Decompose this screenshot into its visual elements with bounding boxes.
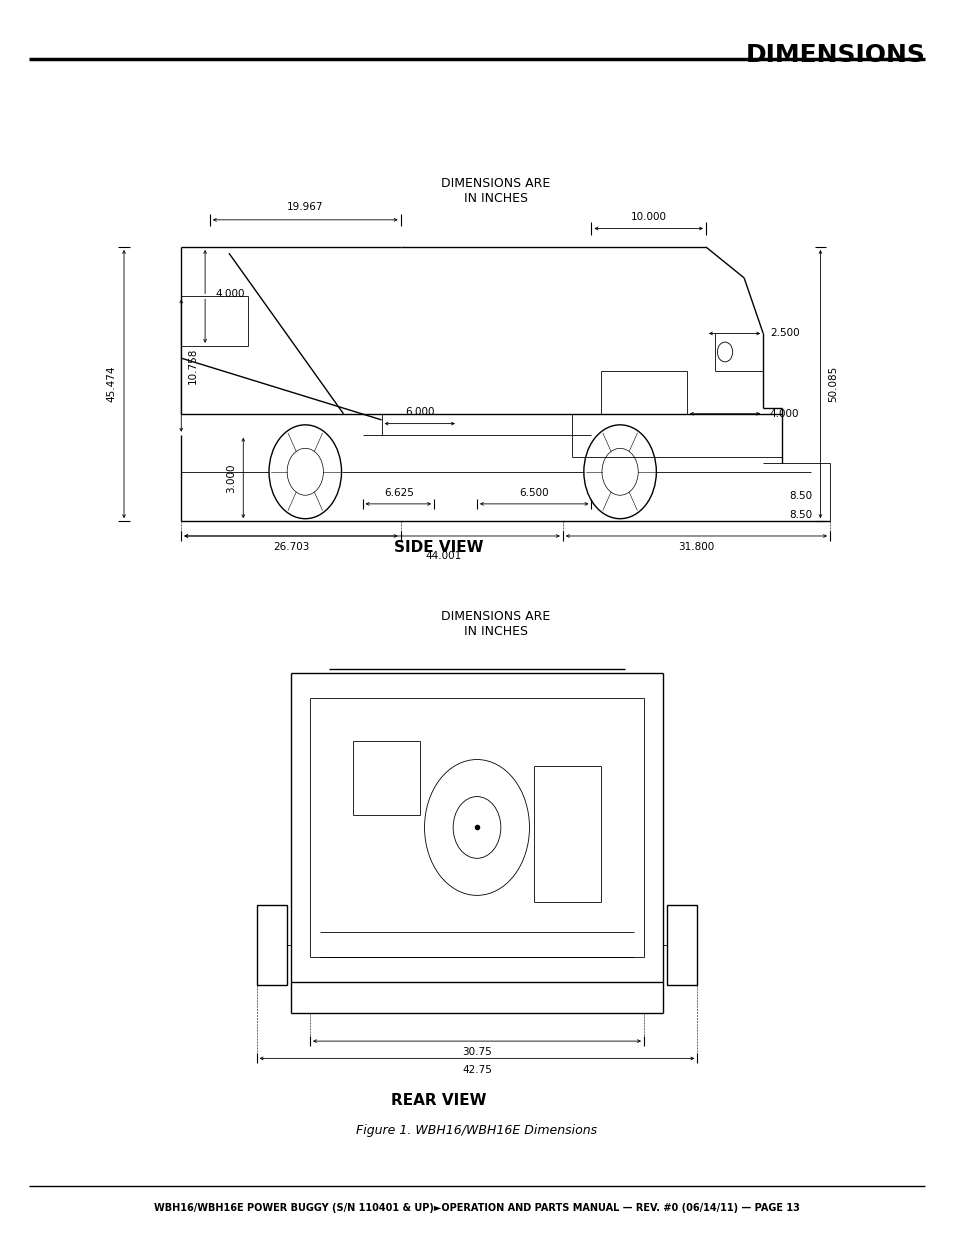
Text: 2.500: 2.500 — [769, 329, 799, 338]
Text: 3.000: 3.000 — [227, 463, 236, 493]
Text: DIMENSIONS ARE
IN INCHES: DIMENSIONS ARE IN INCHES — [441, 610, 550, 637]
Text: 10.000: 10.000 — [630, 212, 666, 222]
Text: 6.500: 6.500 — [518, 488, 549, 498]
Text: 6.625: 6.625 — [383, 488, 414, 498]
Text: 8.50: 8.50 — [788, 510, 811, 520]
Text: DIMENSIONS ARE
IN INCHES: DIMENSIONS ARE IN INCHES — [441, 178, 550, 205]
Text: 30.75: 30.75 — [461, 1047, 492, 1057]
Text: REAR VIEW: REAR VIEW — [391, 1093, 486, 1108]
Text: 8.50: 8.50 — [788, 492, 811, 501]
Text: 26.703: 26.703 — [273, 542, 309, 552]
Text: DIMENSIONS: DIMENSIONS — [744, 43, 924, 67]
Text: 6.000: 6.000 — [405, 408, 434, 417]
Text: 10.758: 10.758 — [188, 347, 197, 384]
Text: 50.085: 50.085 — [827, 366, 837, 403]
Text: 4.000: 4.000 — [769, 409, 799, 419]
Text: Figure 1. WBH16/WBH16E Dimensions: Figure 1. WBH16/WBH16E Dimensions — [356, 1124, 597, 1136]
Text: 42.75: 42.75 — [461, 1065, 492, 1074]
Text: WBH16/WBH16E POWER BUGGY (S/N 110401 & UP)►OPERATION AND PARTS MANUAL — REV. #0 : WBH16/WBH16E POWER BUGGY (S/N 110401 & U… — [153, 1203, 800, 1213]
Bar — [256, 904, 287, 986]
Text: SIDE VIEW: SIDE VIEW — [394, 540, 483, 555]
Text: 44.001: 44.001 — [425, 551, 461, 561]
Text: 19.967: 19.967 — [287, 203, 323, 212]
Text: 31.800: 31.800 — [678, 542, 714, 552]
Bar — [666, 904, 697, 986]
Text: 4.000: 4.000 — [215, 289, 245, 299]
Text: 45.474: 45.474 — [107, 366, 116, 403]
